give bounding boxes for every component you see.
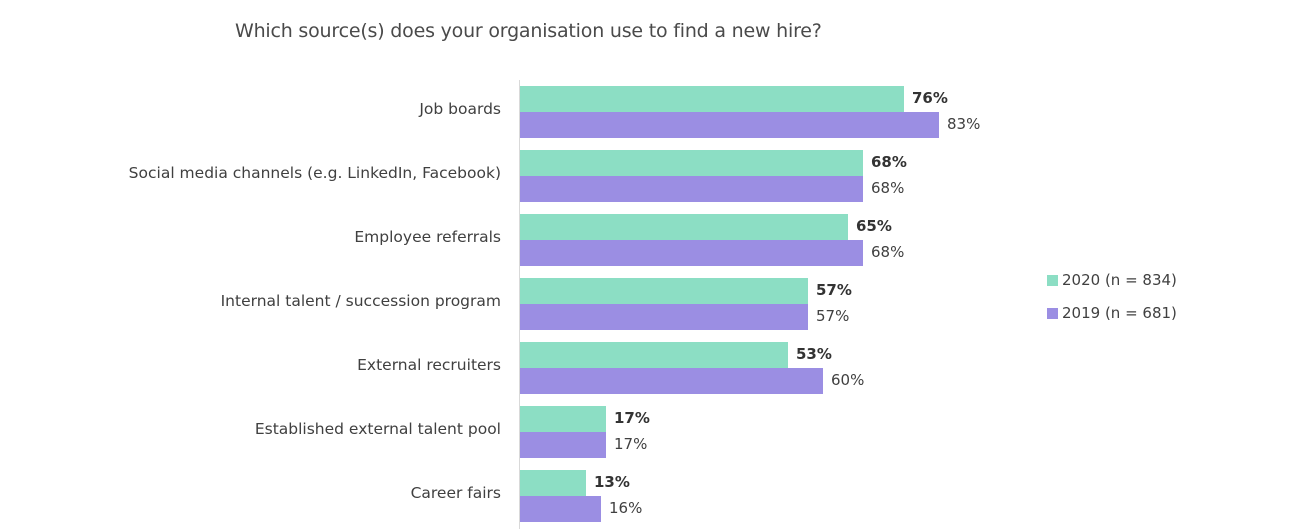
- bar-2019: [520, 176, 863, 202]
- bar-2019: [520, 304, 808, 330]
- bar-2020: [520, 214, 848, 240]
- bar-2019: [520, 240, 863, 266]
- value-label-2020: 53%: [796, 345, 832, 363]
- bar-row: External recruiters 53% 60%: [0, 342, 1291, 394]
- category-label: Internal talent / succession program: [220, 292, 501, 310]
- value-label-2020: 65%: [856, 217, 892, 235]
- bar-row: Established external talent pool 17% 17%: [0, 406, 1291, 458]
- chart-title: Which source(s) does your organisation u…: [235, 20, 822, 42]
- category-label: Social media channels (e.g. LinkedIn, Fa…: [128, 164, 501, 182]
- legend-label-2020: 2020 (n = 834): [1062, 271, 1177, 289]
- bar-2019: [520, 112, 939, 138]
- value-label-2019: 16%: [609, 499, 643, 517]
- value-label-2019: 68%: [871, 179, 905, 197]
- bar-row: Internal talent / succession program 57% 5…: [0, 278, 1291, 330]
- category-label: Established external talent pool: [254, 420, 501, 438]
- bar-2019: [520, 368, 823, 394]
- value-label-2020: 17%: [614, 409, 650, 427]
- value-label-2020: 13%: [594, 473, 630, 491]
- bar-2020: [520, 278, 808, 304]
- value-label-2020: 76%: [912, 89, 948, 107]
- value-label-2019: 83%: [947, 115, 981, 133]
- legend-swatch-2019: [1047, 307, 1058, 319]
- bar-2020: [520, 86, 904, 112]
- value-label-2019: 17%: [614, 435, 648, 453]
- category-label: Career fairs: [410, 484, 501, 502]
- bar-row: Job boards 76% 83%: [0, 86, 1291, 138]
- legend-item-2020: 2020 (n = 834): [1047, 270, 1177, 290]
- legend: 2020 (n = 834) 2019 (n = 681): [1047, 270, 1177, 336]
- value-label-2019: 57%: [816, 307, 850, 325]
- bar-2020: [520, 150, 863, 176]
- bar-2020: [520, 342, 788, 368]
- value-label-2019: 68%: [871, 243, 905, 261]
- value-label-2020: 68%: [871, 153, 907, 171]
- category-axis-line: [519, 80, 520, 529]
- bar-2020: [520, 470, 586, 496]
- bar-row: Employee referrals 65% 68%: [0, 214, 1291, 266]
- bar-row: Career fairs 13% 16%: [0, 470, 1291, 522]
- category-label: Employee referrals: [354, 228, 501, 246]
- category-label: Job boards: [419, 100, 501, 118]
- bar-2020: [520, 406, 606, 432]
- legend-swatch-2020: [1047, 274, 1058, 286]
- bar-2019: [520, 496, 601, 522]
- legend-label-2019: 2019 (n = 681): [1062, 304, 1177, 322]
- value-label-2020: 57%: [816, 281, 852, 299]
- legend-item-2019: 2019 (n = 681): [1047, 303, 1177, 323]
- bar-2019: [520, 432, 606, 458]
- bar-row: Social media channels (e.g. LinkedIn, Fa…: [0, 150, 1291, 202]
- category-label: External recruiters: [357, 356, 501, 374]
- value-label-2019: 60%: [831, 371, 865, 389]
